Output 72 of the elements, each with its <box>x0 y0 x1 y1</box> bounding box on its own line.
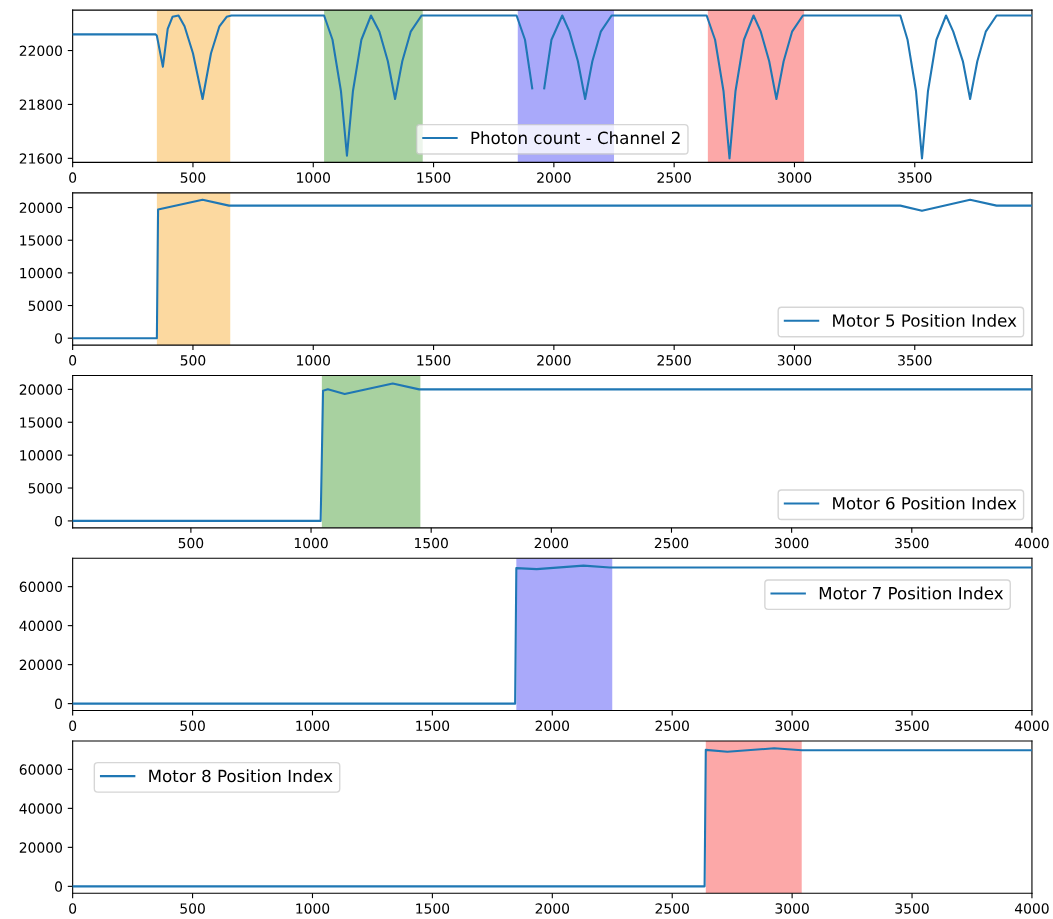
x-tick-label: 3000 <box>775 720 809 732</box>
x-tick-label: 3000 <box>775 537 809 549</box>
y-tick-label: 0 <box>55 881 63 892</box>
y-tick-label: 15000 <box>20 417 63 428</box>
line-series <box>72 747 1032 888</box>
x-tick-label: 3500 <box>898 172 932 183</box>
legend-label: Motor 7 Position Index <box>819 586 1004 600</box>
legend-label: Photon count - Channel 2 <box>471 131 680 145</box>
line-series <box>72 564 1032 705</box>
x-tick-label: 500 <box>178 537 204 549</box>
x-tick-label: 1500 <box>417 355 451 366</box>
x-tick-label: 500 <box>180 355 206 366</box>
x-tick-label: 1000 <box>296 903 330 914</box>
x-tick-label: 3500 <box>895 720 929 732</box>
y-tick-label: 0 <box>55 515 63 527</box>
line-series <box>72 198 1032 340</box>
legend-label: Motor 6 Position Index <box>833 496 1017 510</box>
y-tick-label: 15000 <box>20 235 63 246</box>
legend-label: Motor 5 Position Index <box>833 313 1017 327</box>
x-tick-label: 500 <box>180 903 205 914</box>
x-tick-label: 1000 <box>297 355 331 366</box>
line-series <box>72 382 1032 522</box>
x-tick-label: 3000 <box>777 172 812 183</box>
x-tick-label: 0 <box>69 355 77 366</box>
x-tick-label: 3500 <box>895 903 929 914</box>
y-tick-label: 5000 <box>28 483 63 494</box>
y-tick-label: 0 <box>55 333 63 344</box>
y-tick-label: 21600 <box>19 153 63 164</box>
x-tick-label: 3000 <box>777 355 812 366</box>
x-tick-label: 1000 <box>296 720 330 732</box>
x-tick-label: 2500 <box>654 537 689 549</box>
x-tick-label: 2000 <box>537 355 571 366</box>
x-tick-label: 2500 <box>655 720 689 732</box>
x-tick-label: 500 <box>180 720 205 732</box>
x-tick-label: 3000 <box>775 903 809 914</box>
x-tick-label: 1500 <box>417 172 451 183</box>
y-tick-label: 20000 <box>19 202 63 214</box>
x-tick-label: 1500 <box>415 537 448 549</box>
y-tick-label: 22000 <box>19 45 63 57</box>
y-tick-label: 20000 <box>19 842 63 853</box>
x-tick-label: 4000 <box>1014 903 1049 914</box>
legend-label: Motor 8 Position Index <box>149 769 333 783</box>
y-tick-label: 0 <box>55 698 63 710</box>
y-tick-label: 60000 <box>19 581 63 593</box>
x-tick-label: 4000 <box>1014 720 1049 732</box>
x-tick-label: 2500 <box>657 172 691 183</box>
x-tick-label: 2500 <box>657 355 691 366</box>
x-tick-label: 1000 <box>297 172 331 183</box>
x-tick-label: 2000 <box>537 172 571 183</box>
x-tick-label: 3500 <box>898 355 932 366</box>
x-tick-label: 0 <box>69 903 77 914</box>
y-tick-label: 5000 <box>28 300 63 312</box>
x-tick-label: 0 <box>69 720 77 732</box>
x-tick-label: 2000 <box>534 537 569 549</box>
y-tick-label: 10000 <box>20 267 63 279</box>
x-tick-label: 1000 <box>294 537 328 549</box>
x-tick-label: 2500 <box>655 903 689 914</box>
x-tick-label: 4000 <box>1014 537 1049 549</box>
y-tick-label: 40000 <box>19 803 63 814</box>
x-tick-label: 0 <box>69 172 77 183</box>
x-tick-label: 2000 <box>535 903 570 914</box>
y-tick-label: 20000 <box>19 659 63 671</box>
y-tick-label: 21800 <box>19 99 63 110</box>
y-tick-label: 10000 <box>20 450 63 461</box>
y-tick-label: 40000 <box>19 620 63 632</box>
x-tick-label: 1500 <box>416 720 450 732</box>
x-tick-label: 500 <box>180 172 206 183</box>
y-tick-label: 20000 <box>19 384 63 395</box>
x-tick-label: 1500 <box>416 903 450 914</box>
x-tick-label: 2000 <box>535 720 570 732</box>
y-tick-label: 60000 <box>19 764 63 775</box>
x-tick-label: 3500 <box>895 537 929 549</box>
